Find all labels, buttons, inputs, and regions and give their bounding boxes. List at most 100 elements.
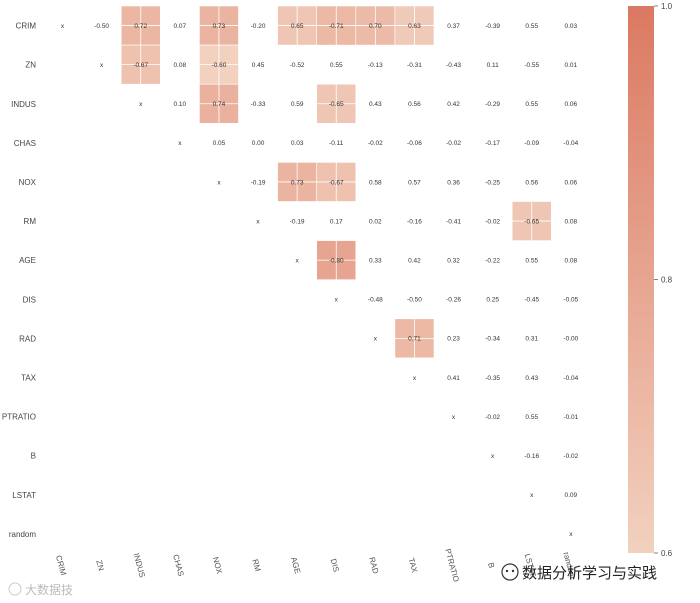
- column-label: B: [486, 562, 496, 569]
- watermark-right-text: 数据分析学习与实践: [522, 565, 657, 582]
- cell-value-label: 0.55: [525, 23, 538, 30]
- row-label: random: [9, 530, 36, 539]
- cell-value-label: 0.31: [525, 336, 538, 343]
- cell-value-label: -0.04: [563, 140, 578, 147]
- cell-value-label: -0.39: [485, 23, 500, 30]
- cell-value-label: 0.73: [213, 23, 226, 30]
- cell-value-label: -0.02: [563, 453, 578, 460]
- column-label: DIS: [329, 558, 341, 573]
- watermark-left-text: 大数据技: [25, 582, 73, 597]
- cell-value-label: -0.02: [485, 218, 500, 225]
- column-label: RM: [251, 558, 263, 573]
- cell-value-label: 0.36: [447, 179, 460, 186]
- column-labels: CRIM ZN INDUS CHAS NOX RM AGE DIS RAD TAX PTRATIO B…: [54, 548, 577, 583]
- cell-value-label: -0.34: [485, 336, 500, 343]
- column-label: INDUS: [132, 552, 147, 578]
- cell-value-label: -0.13: [368, 62, 383, 69]
- heatmap-cells: [120, 5, 552, 359]
- wechat-icon-dot: [511, 569, 515, 573]
- cell-value-label: x: [139, 101, 143, 108]
- cell-value-label: -0.01: [563, 414, 578, 421]
- cell-value-label: 0.06: [565, 101, 578, 108]
- cell-value-label: -0.22: [485, 257, 500, 264]
- cell-value-label: 0.25: [486, 297, 499, 304]
- wechat-icon-dot: [505, 569, 509, 573]
- watermark-logo-icon: [8, 582, 22, 596]
- cell-value-label: -0.65: [524, 218, 539, 225]
- column-label: AGE: [289, 556, 302, 575]
- cell-value-label: 0.55: [525, 257, 538, 264]
- cell-value-label: -0.33: [251, 101, 266, 108]
- colorbar-tick-label: 1.0: [661, 2, 673, 11]
- column-label: NOX: [211, 556, 224, 576]
- cell-value-label: 0.23: [447, 336, 460, 343]
- cell-value-label: 0.06: [565, 179, 578, 186]
- cell-value-label: -0.09: [524, 140, 539, 147]
- heatmap-cell-labels: x -0.50 0.72 0.07 0.73 -0.20 0.65 -0.71 0.70 0.63…: [61, 23, 579, 538]
- cell-value-label: -0.06: [407, 140, 422, 147]
- cell-value-label: -0.52: [290, 62, 305, 69]
- cell-value-label: -0.67: [329, 179, 344, 186]
- cell-value-label: -0.02: [446, 140, 461, 147]
- cell-value-label: -0.17: [485, 140, 500, 147]
- cell-value-label: 0.65: [291, 23, 304, 30]
- cell-value-label: x: [217, 179, 221, 186]
- cell-value-label: -0.35: [485, 375, 500, 382]
- cell-value-label: 0.42: [408, 257, 421, 264]
- cell-value-label: -0.55: [524, 62, 539, 69]
- cell-value-label: 0.56: [525, 179, 538, 186]
- cell-value-label: -0.04: [563, 375, 578, 382]
- watermark-left: 大数据技: [8, 582, 73, 597]
- row-label: DIS: [23, 295, 36, 304]
- cell-value-label: x: [569, 531, 573, 538]
- cell-value-label: x: [100, 62, 104, 69]
- cell-value-label: 0.73: [291, 179, 304, 186]
- colorbar-tick-label: 0.6: [661, 549, 673, 558]
- cell-value-label: x: [413, 375, 417, 382]
- cell-value-label: -0.25: [485, 179, 500, 186]
- cell-value-label: 0.71: [408, 336, 421, 343]
- cell-value-label: -0.16: [524, 453, 539, 460]
- column-label: CRIM: [54, 554, 68, 576]
- cell-value-label: 0.42: [447, 101, 460, 108]
- row-label: INDUS: [11, 100, 36, 109]
- cell-value-label: 0.03: [565, 23, 578, 30]
- cell-value-label: 0.00: [252, 140, 265, 147]
- cell-value-label: 0.43: [525, 375, 538, 382]
- cell-value-label: 0.01: [565, 62, 578, 69]
- cell-value-label: -0.60: [212, 62, 227, 69]
- cell-value-label: -0.48: [368, 297, 383, 304]
- cell-value-label: 0.58: [369, 179, 382, 186]
- cell-value-label: x: [296, 257, 300, 264]
- cell-value-label: -0.16: [407, 218, 422, 225]
- cell-value-label: 0.57: [408, 179, 421, 186]
- cell-value-label: -0.80: [329, 257, 344, 264]
- cell-value-label: -0.26: [446, 297, 461, 304]
- row-label: CHAS: [14, 139, 36, 148]
- cell-value-label: x: [61, 23, 65, 30]
- cell-value-label: 0.05: [213, 140, 226, 147]
- cell-value-label: 0.56: [408, 101, 421, 108]
- cell-value-label: -0.00: [563, 336, 578, 343]
- cell-value-label: x: [491, 453, 495, 460]
- row-label: ZN: [25, 61, 36, 70]
- cell-value-label: -0.50: [94, 23, 109, 30]
- cell-value-label: 0.55: [330, 62, 343, 69]
- row-label: TAX: [21, 373, 37, 382]
- column-label: PTRATIO: [443, 548, 461, 583]
- cell-value-label: 0.17: [330, 218, 343, 225]
- colorbar-ticks: 0.6 0.8 1.0: [654, 2, 673, 558]
- cell-value-label: 0.02: [369, 218, 382, 225]
- cell-value-label: 0.70: [369, 23, 382, 30]
- cell-value-label: 0.55: [525, 101, 538, 108]
- cell-value-label: -0.43: [446, 62, 461, 69]
- column-label: TAX: [407, 557, 420, 574]
- watermark-right: 数据分析学习与实践: [501, 563, 657, 582]
- cell-value-label: 0.03: [291, 140, 304, 147]
- cell-value-label: 0.08: [565, 218, 578, 225]
- cell-value-label: 0.08: [174, 62, 187, 69]
- row-label: NOX: [19, 178, 37, 187]
- cell-value-label: 0.37: [447, 23, 460, 30]
- cell-value-label: -0.11: [329, 140, 344, 147]
